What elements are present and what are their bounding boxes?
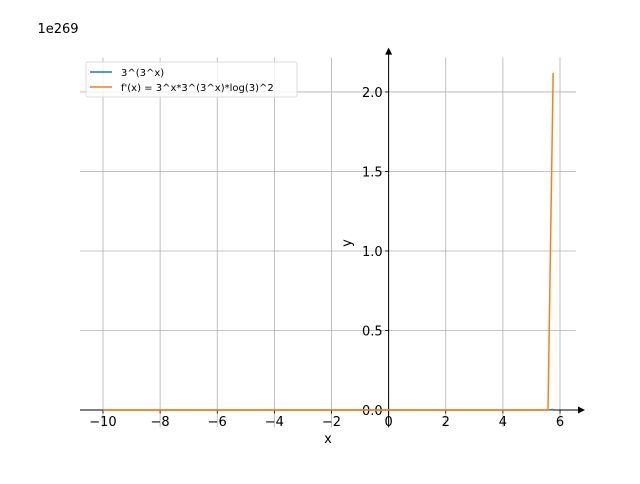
x-axis-label: x	[324, 432, 332, 447]
x-tick-label: −10	[89, 415, 116, 430]
offset-label: 1e269	[37, 22, 78, 37]
y-axis-label: y	[340, 239, 355, 247]
y-tick-label: 1.0	[362, 245, 383, 260]
x-tick-label: 6	[556, 415, 564, 430]
legend-label: f'(x) = 3^x*3^(3^x)*log(3)^2	[121, 83, 274, 94]
legend-label: 3^(3^x)	[121, 68, 164, 79]
x-tick-label: 4	[499, 415, 507, 430]
x-tick-label: −8	[151, 415, 170, 430]
series-line	[103, 73, 553, 410]
x-tick-label: −6	[208, 415, 227, 430]
y-tick-label: 0.0	[362, 404, 383, 419]
y-tick-label: 2.0	[362, 86, 383, 101]
legend: 3^(3^x) f'(x) = 3^x*3^(3^x)*log(3)^2	[86, 62, 297, 97]
x-tick-label: −2	[322, 415, 341, 430]
x-tick-label: 2	[442, 415, 450, 430]
y-axis-arrow	[385, 48, 392, 55]
x-tick-label: −4	[265, 415, 284, 430]
y-tick-label: 0.5	[362, 325, 383, 340]
y-tick-label: 1.5	[362, 165, 383, 180]
x-axis-arrow	[578, 407, 585, 414]
